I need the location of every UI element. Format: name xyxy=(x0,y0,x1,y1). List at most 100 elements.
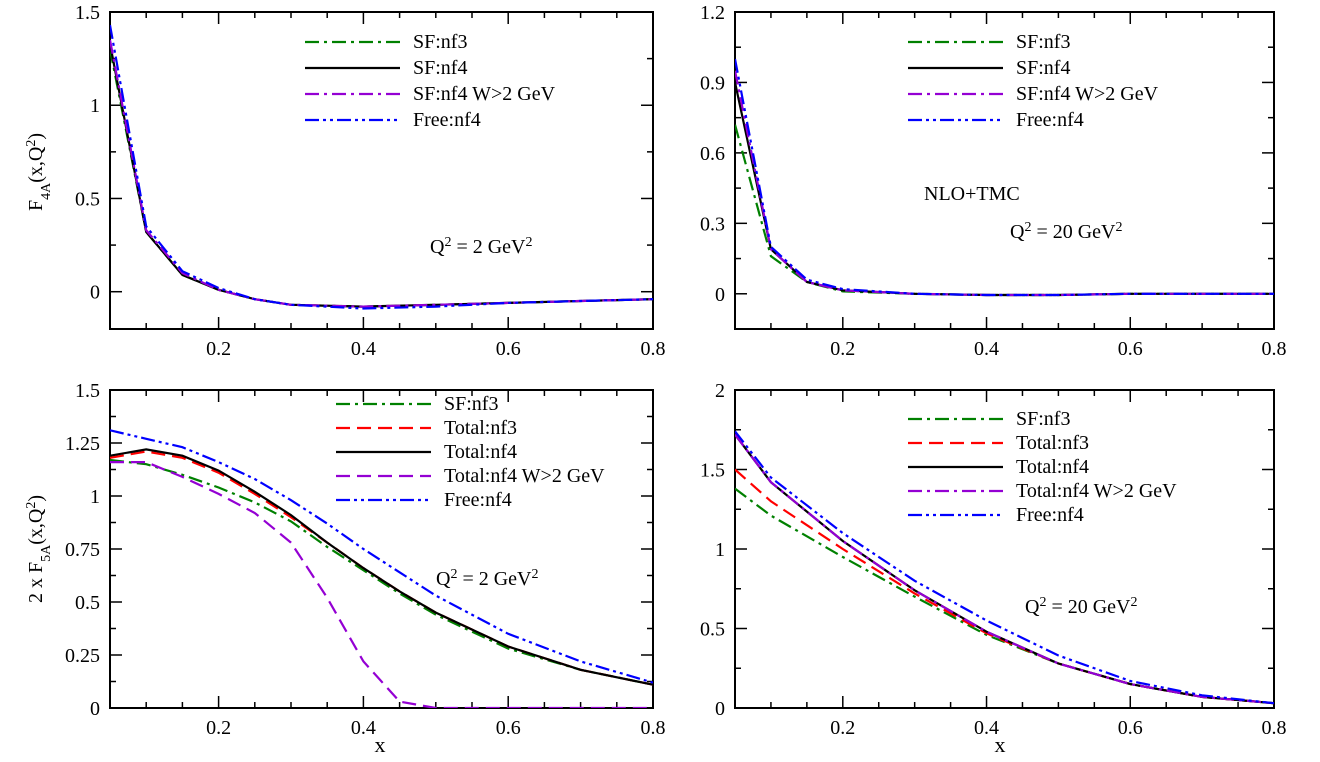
plot-frame xyxy=(734,11,1275,330)
legend-label: Free:nf4 xyxy=(1016,504,1084,526)
series-line-5 xyxy=(110,429,653,684)
legend-label: Total:nf4 W>2 GeV xyxy=(1016,480,1177,502)
series-line-4 xyxy=(735,433,1274,705)
annotation-sup: 2 xyxy=(444,235,451,250)
legend-label: SF:nf3 xyxy=(413,31,467,53)
y-axis-label-end: ) xyxy=(25,495,47,502)
series-line-4 xyxy=(110,24,653,310)
panel-1: 0.2 0.4 0.6 0.8 0 0.5 1 1.5 SF:nf3 SF:nf4 SF:nf4 W… xyxy=(24,2,666,360)
legend-label: Total:nf4 xyxy=(444,441,517,463)
annotation-q: Q xyxy=(436,568,451,590)
x-tick-label: 0.8 xyxy=(641,717,666,739)
series-line-3 xyxy=(735,433,1274,705)
series-line-1 xyxy=(735,124,1274,297)
legend-label: SF:nf3 xyxy=(1016,31,1070,53)
annotation-q: Q xyxy=(430,236,445,258)
x-tick-label: 0.6 xyxy=(1118,338,1143,360)
legend: SF:nf3 SF:nf4 SF:nf4 W>2 GeV Free:nf4 xyxy=(305,31,556,131)
x-tick-label: 0.2 xyxy=(206,717,231,739)
x-tick-label: 0.6 xyxy=(496,338,521,360)
y-tick-label: 0.5 xyxy=(700,619,725,641)
y-tick-label: 1 xyxy=(90,95,100,117)
y-axis-label-tail: (x,Q xyxy=(25,508,47,545)
series-line-5 xyxy=(735,430,1274,705)
y-axis-label-sup: 2 xyxy=(24,502,39,509)
series-line-1 xyxy=(735,487,1274,705)
y-tick-label: 1.5 xyxy=(75,380,100,402)
annotation-value: = 2 GeV xyxy=(457,568,532,590)
annotation-sup: 2 xyxy=(1039,595,1046,610)
series-line-2 xyxy=(735,468,1274,705)
annotation-q: Q xyxy=(1025,596,1040,618)
x-tick-label: 0.2 xyxy=(830,717,855,739)
y-axis-label-sup: 2 xyxy=(24,140,39,147)
annotation-value: = 20 GeV xyxy=(1046,596,1131,618)
annotation-sup: 2 xyxy=(1131,595,1138,610)
legend-label: SF:nf4 xyxy=(1016,57,1070,79)
x-tick-label: 0.2 xyxy=(830,338,855,360)
y-tick-label: 1.5 xyxy=(75,2,100,24)
x-tick-label: 0.6 xyxy=(1118,717,1143,739)
annotation-sup: 2 xyxy=(1024,220,1031,235)
y-axis-label-end: ) xyxy=(25,133,47,140)
x-tick-label: 0.4 xyxy=(974,717,999,739)
legend-label: Free:nf4 xyxy=(413,109,481,131)
y-tick-label: 0.5 xyxy=(75,592,100,614)
annotation-sup: 2 xyxy=(526,235,533,250)
y-tick-label: 0.9 xyxy=(700,72,725,94)
y-tick-label: 0 xyxy=(90,698,100,720)
x-axis-label: x xyxy=(375,732,386,757)
legend-label: Free:nf4 xyxy=(444,489,512,511)
y-axis-label-tail: (x,Q xyxy=(25,146,47,183)
y-axis-label-main: F xyxy=(25,200,47,211)
legend-label: SF:nf3 xyxy=(444,393,498,415)
annotation-q: Q xyxy=(1010,221,1025,243)
legend-label: Total:nf3 xyxy=(444,417,517,439)
y-axis-label-sub: 5A xyxy=(39,544,54,562)
y-tick-label: 1 xyxy=(715,539,725,561)
y-tick-label: 0.75 xyxy=(65,539,100,561)
legend: SF:nf3 SF:nf4 SF:nf4 W>2 GeV Free:nf4 xyxy=(908,31,1159,131)
series-line-2 xyxy=(110,43,653,308)
x-tick-label: 0.8 xyxy=(641,338,666,360)
y-axis-label: F4A(x,Q2) xyxy=(24,133,54,211)
plot-frame xyxy=(734,389,1275,709)
annotation-sup: 2 xyxy=(1116,220,1123,235)
annotation-value: = 2 GeV xyxy=(451,236,526,258)
y-tick-label: 0 xyxy=(715,284,725,306)
y-tick-label: 0.3 xyxy=(700,213,725,235)
y-tick-label: 0 xyxy=(90,282,100,304)
legend-label: SF:nf4 W>2 GeV xyxy=(1016,83,1159,105)
y-tick-label: 0.25 xyxy=(65,645,100,667)
y-tick-label: 2 xyxy=(715,380,725,402)
x-tick-label: 0.8 xyxy=(1262,338,1287,360)
legend-label: Total:nf4 xyxy=(1016,456,1089,478)
series-line-1 xyxy=(110,49,653,308)
panel-4: 0.2 0.4 0.6 0.800.511.52SF:nf3Total:nf3Tota… xyxy=(700,380,1287,757)
legend-label: Total:nf4 W>2 GeV xyxy=(444,465,605,487)
annotation-nlo: NLO+TMC xyxy=(924,183,1020,205)
panel-3: 0.2 0.4 0.6 0.800.250.50.7511.251.5SF:nf3To… xyxy=(24,380,666,757)
annotation-q2: Q2 = 20 GeV2 xyxy=(1010,220,1123,244)
plot-frame xyxy=(109,389,654,709)
annotation-sup: 2 xyxy=(532,567,539,582)
y-axis-label-main: 2 x F xyxy=(25,562,47,603)
annotation-value: = 20 GeV xyxy=(1031,221,1116,243)
x-tick-label: 0.4 xyxy=(351,338,376,360)
legend-label: Total:nf3 xyxy=(1016,432,1089,454)
x-axis-label: x xyxy=(995,732,1006,757)
y-tick-label: 1.2 xyxy=(700,2,725,24)
annotation-q2: Q2 = 2 GeV2 xyxy=(430,235,533,259)
series-line-4 xyxy=(110,461,653,708)
legend-label: SF:nf4 W>2 GeV xyxy=(413,83,556,105)
y-axis-label: 2 x F5A(x,Q2) xyxy=(24,495,54,603)
plot-frame xyxy=(109,11,654,330)
x-tick-label: 0.4 xyxy=(351,717,376,739)
y-tick-label: 0 xyxy=(715,698,725,720)
y-tick-label: 0.6 xyxy=(700,143,725,165)
series-line-4 xyxy=(735,58,1274,297)
x-tick-label: 0.4 xyxy=(974,338,999,360)
